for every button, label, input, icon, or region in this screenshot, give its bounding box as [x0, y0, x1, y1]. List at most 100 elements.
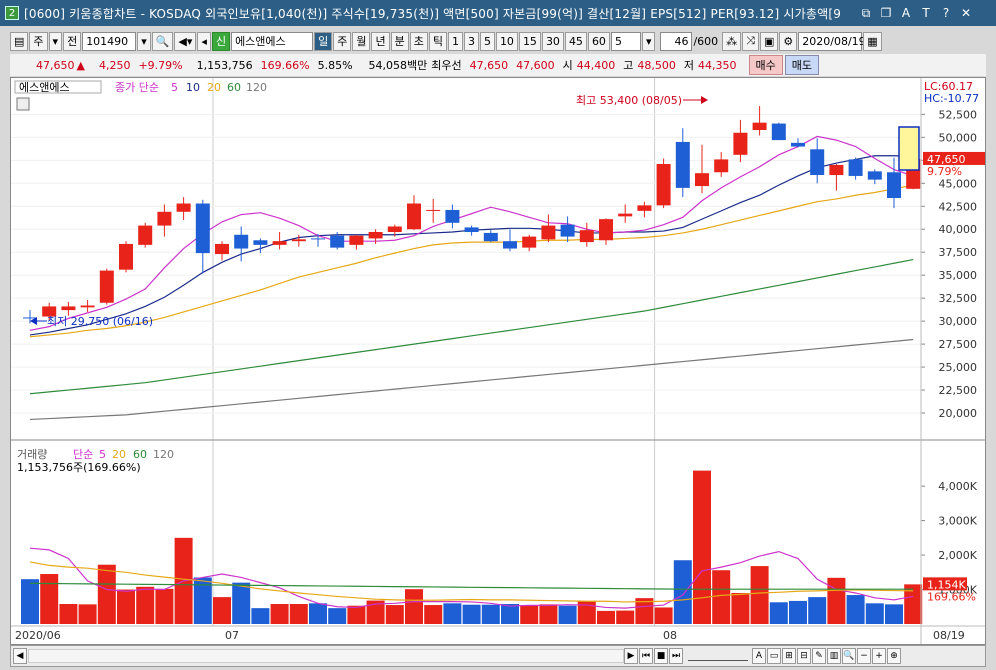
credit-badge[interactable]: 신: [211, 31, 231, 51]
layout-icon[interactable]: ▥: [827, 648, 841, 664]
legend-ma20[interactable]: 20: [207, 81, 221, 94]
volume-bar: [846, 595, 865, 624]
interval-10[interactable]: 10: [495, 31, 518, 51]
scroll-track[interactable]: [28, 649, 624, 663]
vol-legend-ma60[interactable]: 60: [133, 448, 147, 461]
interval-30[interactable]: 30: [541, 31, 564, 51]
period-year[interactable]: 년: [371, 31, 390, 51]
count-select[interactable]: 5: [610, 31, 641, 51]
price-tick-label: 40,000: [939, 223, 978, 236]
ma60-line: [29, 258, 914, 395]
volume-bar: [270, 604, 289, 624]
x-label-08-19: 08/19: [933, 629, 965, 642]
legend-ma5[interactable]: 5: [171, 81, 178, 94]
scroll-left-icon[interactable]: ◀: [13, 648, 27, 664]
volume-bar: [405, 589, 423, 624]
draw-icon[interactable]: ✎: [812, 648, 826, 664]
price-legend-box[interactable]: [14, 80, 102, 94]
interval-45[interactable]: 45: [564, 31, 587, 51]
legend-stock-name[interactable]: 에스앤에스: [19, 81, 70, 94]
lc-value: LC:60.17: [924, 80, 973, 93]
vol-legend-ma20[interactable]: 20: [112, 448, 126, 461]
tool-icon[interactable]: ⤨: [742, 31, 759, 51]
compare-icon[interactable]: ⊞: [782, 648, 796, 664]
search-icon[interactable]: 🔍: [151, 31, 174, 51]
text-icon[interactable]: T: [922, 6, 930, 20]
vol-legend-ma-label[interactable]: 단순: [73, 448, 93, 461]
link-icon[interactable]: ⧉: [861, 6, 871, 20]
sound-icon[interactable]: ◀▾: [174, 31, 197, 51]
capture-icon[interactable]: ▭: [767, 648, 781, 664]
scroll-right-icon[interactable]: ▶: [624, 648, 638, 664]
font-size-icon[interactable]: A: [752, 648, 766, 664]
period-day[interactable]: 일: [314, 31, 333, 51]
current-rate-label: 9.79%: [927, 165, 962, 178]
expand-icon[interactable]: ⊕: [887, 648, 901, 664]
zoom-icon[interactable]: 🔍: [842, 648, 856, 664]
stop-icon[interactable]: ■: [654, 648, 668, 664]
volume-bar: [481, 604, 500, 624]
prev-button[interactable]: 전: [63, 31, 82, 51]
sell-button[interactable]: 매도: [784, 55, 820, 75]
trade-amount: 54,058백만: [368, 59, 428, 72]
zoom-out-icon[interactable]: −: [857, 648, 871, 664]
code-dropdown-icon[interactable]: ▾: [137, 31, 151, 51]
volume-bar: [789, 600, 807, 624]
stock-chart[interactable]: 20,000 22,500 25,000 27,500 30,000 32,500 35,0…: [11, 78, 985, 644]
interval-60[interactable]: 60: [587, 31, 610, 51]
interval-1[interactable]: 1: [447, 31, 463, 51]
chevron-down-icon[interactable]: ▾: [48, 31, 63, 51]
interval-5[interactable]: 5: [479, 31, 495, 51]
vol-value-text: 1,153,756주(169.66%): [17, 461, 141, 474]
restore-icon[interactable]: ❐: [880, 6, 892, 20]
period-select[interactable]: 주: [29, 31, 48, 51]
last-page-icon[interactable]: ⏭: [669, 648, 683, 664]
chart-type-icon[interactable]: ▤: [10, 31, 29, 51]
period-month[interactable]: 월: [352, 31, 371, 51]
indicator-icon[interactable]: ⁂: [722, 31, 742, 51]
legend-ma120[interactable]: 120: [246, 81, 267, 94]
candle-body: [522, 236, 537, 248]
period-second[interactable]: 초: [409, 31, 428, 51]
page-total: /600: [693, 34, 719, 48]
ma20-line: [29, 184, 914, 338]
vol-legend-ma5[interactable]: 5: [99, 448, 106, 461]
save-icon[interactable]: ▣: [759, 31, 779, 51]
vol-legend-label[interactable]: 거래량: [17, 448, 47, 461]
close-icon[interactable]: ✕: [960, 6, 972, 20]
font-icon[interactable]: A: [901, 6, 911, 20]
legend-ma10[interactable]: 10: [186, 81, 200, 94]
period-minute[interactable]: 분: [390, 31, 409, 51]
first-page-icon[interactable]: ⏮: [639, 648, 653, 664]
period-week[interactable]: 주: [333, 31, 352, 51]
zoom-slider[interactable]: [688, 651, 748, 661]
horizontal-scrollbar[interactable]: ◀ ▶ ⏮ ■ ⏭ A ▭ ⊞ ⊟ ✎ ▥ 🔍 − + ⊕: [10, 645, 986, 667]
volume-bar: [289, 604, 308, 624]
legend-ma-label[interactable]: 종가 단순: [115, 81, 159, 94]
volume-ratio: 169.66%: [260, 58, 310, 72]
current-volume-marker: [923, 577, 967, 591]
interval-15[interactable]: 15: [518, 31, 541, 51]
zoom-in-icon[interactable]: +: [872, 648, 886, 664]
code-input[interactable]: 101490: [82, 31, 137, 51]
volume-bar: [97, 564, 116, 624]
split-icon[interactable]: ⊟: [797, 648, 811, 664]
candle-body: [387, 226, 402, 232]
previous-stock-icon[interactable]: ◂: [197, 31, 211, 51]
period-tick[interactable]: 틱: [428, 31, 447, 51]
grid-toggle-icon[interactable]: [16, 97, 30, 111]
help-icon[interactable]: ?: [942, 6, 950, 20]
forecast-box[interactable]: [898, 126, 920, 171]
volume-bar: [232, 582, 251, 624]
legend-ma60[interactable]: 60: [227, 81, 241, 94]
buy-button[interactable]: 매수: [748, 55, 783, 75]
chart-area[interactable]: 20,000 22,500 25,000 27,500 30,000 32,500 35,0…: [10, 77, 986, 645]
volume-bar: [155, 588, 174, 624]
gear-icon[interactable]: ⚙: [779, 31, 798, 51]
count-dropdown-icon[interactable]: ▾: [641, 31, 656, 51]
interval-3[interactable]: 3: [463, 31, 479, 51]
vol-legend-ma120[interactable]: 120: [153, 448, 174, 461]
page-input[interactable]: 46: [660, 31, 693, 51]
calendar-icon[interactable]: ▦: [863, 31, 882, 51]
date-input[interactable]: 2020/08/19: [798, 31, 866, 51]
